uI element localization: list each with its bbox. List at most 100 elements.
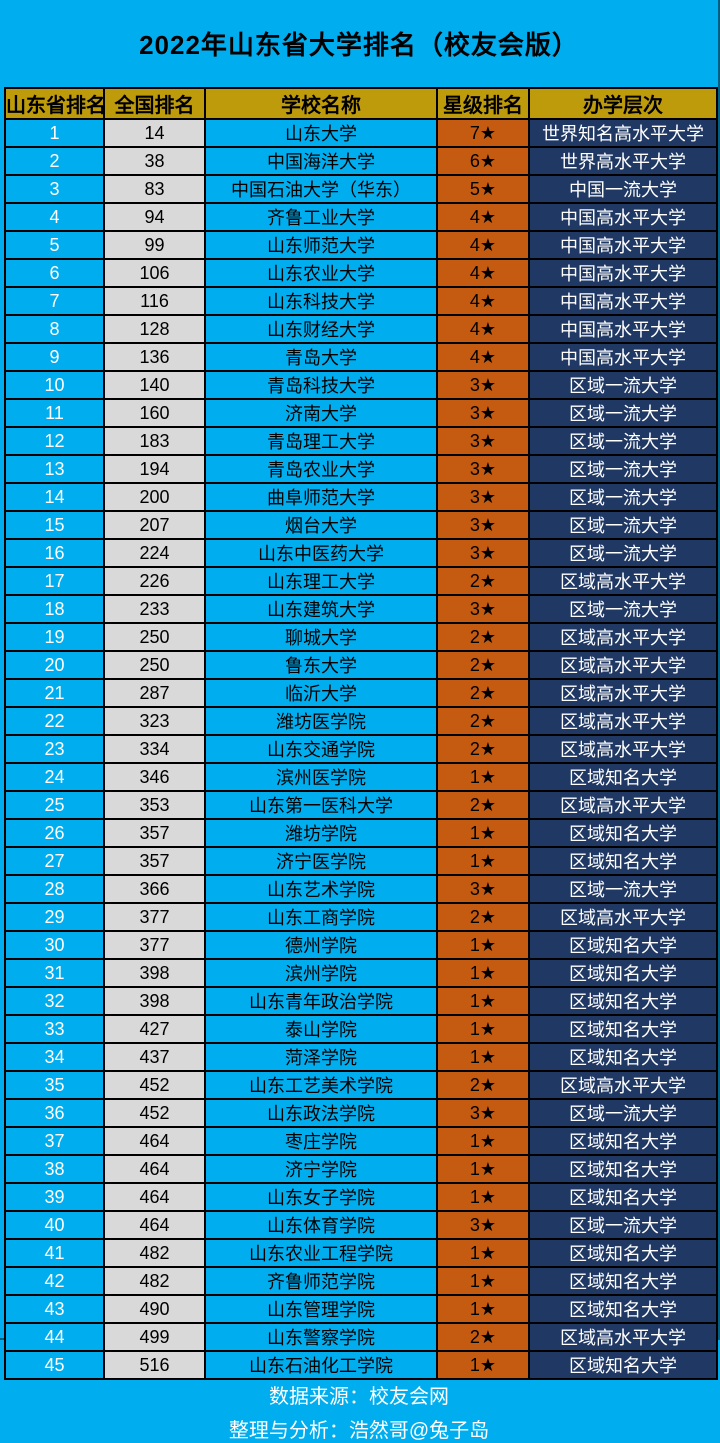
cell-star-rating: 7★ [436,118,530,148]
cell-school-level: 区域知名大学 [528,986,718,1016]
cell-national-rank: 83 [103,174,206,204]
cell-school-name: 山东交通学院 [204,734,438,764]
cell-province-rank: 41 [4,1238,105,1268]
cell-school-name: 临沂大学 [204,678,438,708]
cell-national-rank: 136 [103,342,206,372]
cell-province-rank: 27 [4,846,105,876]
cell-star-rating: 1★ [436,1042,530,1072]
cell-school-level: 区域知名大学 [528,930,718,960]
cell-school-level: 区域知名大学 [528,762,718,792]
ranking-table-body: 1 14 山东大学 7★ 世界知名高水平大学 2 38 中国海洋大学 6★ 世界高水平大学 3 83 中… [4,118,718,1380]
cell-province-rank: 1 [4,118,105,148]
cell-province-rank: 7 [4,286,105,316]
cell-school-name: 山东工商学院 [204,902,438,932]
cell-province-rank: 22 [4,706,105,736]
cell-school-name: 山东艺术学院 [204,874,438,904]
cell-star-rating: 2★ [436,678,530,708]
cell-province-rank: 32 [4,986,105,1016]
cell-province-rank: 30 [4,930,105,960]
footer-data-source: 数据来源：校友会网 [269,1386,449,1408]
cell-school-name: 齐鲁师范学院 [204,1266,438,1296]
table-row: 24 346 滨州医学院 1★ 区域知名大学 [4,762,718,792]
cell-star-rating: 4★ [436,286,530,316]
cell-school-level: 区域高水平大学 [528,678,718,708]
cell-province-rank: 39 [4,1182,105,1212]
cell-national-rank: 464 [103,1210,206,1240]
table-row: 16 224 山东中医药大学 3★ 区域一流大学 [4,538,718,568]
header-province-rank: 山东省排名 [4,87,105,120]
cell-province-rank: 29 [4,902,105,932]
cell-province-rank: 40 [4,1210,105,1240]
cell-school-level: 中国高水平大学 [528,230,718,260]
cell-star-rating: 2★ [436,1322,530,1352]
cell-national-rank: 128 [103,314,206,344]
cell-national-rank: 516 [103,1350,206,1380]
header-star-rating: 星级排名 [436,87,530,120]
cell-province-rank: 19 [4,622,105,652]
cell-province-rank: 34 [4,1042,105,1072]
cell-national-rank: 490 [103,1294,206,1324]
cell-school-name: 烟台大学 [204,510,438,540]
table-row: 12 183 青岛理工大学 3★ 区域一流大学 [4,426,718,456]
cell-national-rank: 464 [103,1126,206,1156]
cell-school-level: 区域知名大学 [528,1042,718,1072]
cell-star-rating: 1★ [436,1014,530,1044]
cell-star-rating: 2★ [436,734,530,764]
cell-star-rating: 1★ [436,1126,530,1156]
table-row: 38 464 济宁学院 1★ 区域知名大学 [4,1154,718,1184]
cell-school-level: 区域知名大学 [528,1350,718,1380]
cell-star-rating: 1★ [436,930,530,960]
cell-school-name: 济南大学 [204,398,438,428]
cell-school-name: 潍坊学院 [204,818,438,848]
cell-school-level: 区域知名大学 [528,1238,718,1268]
header-school-level: 办学层次 [528,87,718,120]
cell-star-rating: 2★ [436,1070,530,1100]
cell-national-rank: 427 [103,1014,206,1044]
cell-star-rating: 1★ [436,958,530,988]
cell-province-rank: 21 [4,678,105,708]
cell-national-rank: 226 [103,566,206,596]
cell-national-rank: 250 [103,622,206,652]
cell-star-rating: 3★ [436,1098,530,1128]
cell-star-rating: 4★ [436,314,530,344]
table-row: 37 464 枣庄学院 1★ 区域知名大学 [4,1126,718,1156]
cell-school-level: 区域知名大学 [528,818,718,848]
cell-province-rank: 15 [4,510,105,540]
table-row: 36 452 山东政法学院 3★ 区域一流大学 [4,1098,718,1128]
table-row: 4 94 齐鲁工业大学 4★ 中国高水平大学 [4,202,718,232]
cell-school-name: 滨州学院 [204,958,438,988]
cell-national-rank: 346 [103,762,206,792]
table-row: 42 482 齐鲁师范学院 1★ 区域知名大学 [4,1266,718,1296]
cell-school-name: 中国石油大学（华东） [204,174,438,204]
cell-school-name: 济宁学院 [204,1154,438,1184]
cell-national-rank: 357 [103,846,206,876]
table-row: 29 377 山东工商学院 2★ 区域高水平大学 [4,902,718,932]
cell-school-name: 山东石油化工学院 [204,1350,438,1380]
cell-national-rank: 99 [103,230,206,260]
cell-star-rating: 1★ [436,1182,530,1212]
cell-school-level: 中国高水平大学 [528,342,718,372]
cell-star-rating: 1★ [436,1154,530,1184]
table-row: 43 490 山东管理学院 1★ 区域知名大学 [4,1294,718,1324]
cell-star-rating: 5★ [436,174,530,204]
cell-national-rank: 482 [103,1238,206,1268]
cell-province-rank: 6 [4,258,105,288]
cell-province-rank: 12 [4,426,105,456]
cell-national-rank: 334 [103,734,206,764]
cell-school-level: 区域高水平大学 [528,650,718,680]
cell-star-rating: 4★ [436,258,530,288]
cell-star-rating: 3★ [436,594,530,624]
cell-national-rank: 224 [103,538,206,568]
cell-school-name: 中国海洋大学 [204,146,438,176]
cell-school-name: 山东管理学院 [204,1294,438,1324]
table-row: 22 323 潍坊医学院 2★ 区域高水平大学 [4,706,718,736]
cell-province-rank: 2 [4,146,105,176]
cell-star-rating: 1★ [436,762,530,792]
cell-star-rating: 3★ [436,1210,530,1240]
cell-school-level: 世界高水平大学 [528,146,718,176]
cell-school-name: 山东体育学院 [204,1210,438,1240]
cell-school-name: 青岛农业大学 [204,454,438,484]
cell-national-rank: 398 [103,986,206,1016]
cell-national-rank: 38 [103,146,206,176]
cell-school-level: 区域高水平大学 [528,734,718,764]
